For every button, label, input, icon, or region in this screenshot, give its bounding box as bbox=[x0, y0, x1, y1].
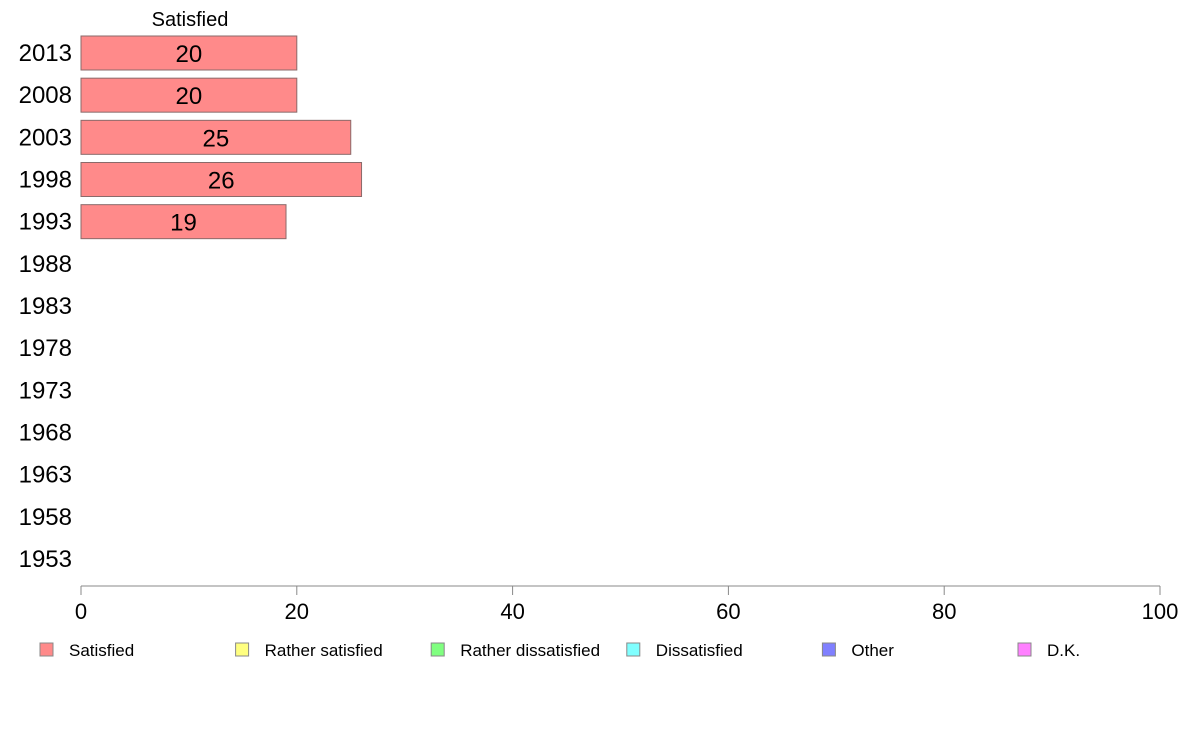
bar bbox=[80, 204, 287, 240]
category-label: 2003 bbox=[19, 124, 72, 151]
bar-value-label: 20 bbox=[176, 41, 203, 68]
legend-label: Rather dissatisfied bbox=[460, 641, 600, 660]
x-tick-label: 60 bbox=[716, 599, 740, 624]
x-tick-label: 100 bbox=[1142, 599, 1179, 624]
category-label: 1993 bbox=[19, 209, 72, 236]
bar bbox=[80, 35, 298, 71]
category-label: 1973 bbox=[19, 377, 72, 404]
category-label: 2008 bbox=[19, 82, 72, 109]
legend-swatch bbox=[821, 642, 836, 657]
bar bbox=[80, 119, 352, 155]
category-label: 1998 bbox=[19, 167, 72, 194]
x-axis: 0 20 40 60 80 100 bbox=[75, 585, 1179, 624]
x-tick-label: 0 bbox=[75, 599, 87, 624]
legend-label: Other bbox=[851, 641, 894, 660]
category-label: 1988 bbox=[19, 251, 72, 278]
bar-value-label: 26 bbox=[208, 168, 235, 195]
legend-swatch bbox=[235, 642, 250, 657]
bar bbox=[80, 162, 363, 197]
category-label: 1963 bbox=[19, 462, 72, 489]
bar bbox=[80, 77, 298, 113]
legend-label: Dissatisfied bbox=[656, 641, 743, 660]
legend-swatch bbox=[1017, 642, 1032, 657]
category-label: 1958 bbox=[19, 504, 72, 531]
category-label: 1953 bbox=[19, 546, 72, 573]
x-tick-label: 20 bbox=[285, 599, 309, 624]
legend: Satisfied Rather satisfied Rather dissatis… bbox=[39, 641, 1080, 660]
category-label: 1978 bbox=[19, 335, 72, 362]
category-label: 1983 bbox=[19, 293, 72, 320]
category-label: 2013 bbox=[19, 40, 72, 67]
bar-value-label: 25 bbox=[203, 125, 230, 152]
legend-label: Satisfied bbox=[69, 641, 134, 660]
bar-value-label: 20 bbox=[176, 83, 203, 110]
category-labels: 2013 2008 2003 1998 1993 1988 1983 1978 1973 1968… bbox=[19, 40, 72, 573]
legend-swatch bbox=[39, 642, 54, 657]
legend-swatch bbox=[430, 642, 445, 657]
legend-swatch bbox=[626, 642, 641, 657]
bar-value-label: 19 bbox=[170, 210, 197, 237]
category-label: 1968 bbox=[19, 420, 72, 447]
x-tick-label: 40 bbox=[500, 599, 524, 624]
series-header: Satisfied bbox=[152, 9, 229, 31]
legend-label: Rather satisfied bbox=[265, 641, 383, 660]
x-tick-label: 80 bbox=[932, 599, 956, 624]
legend-label: D.K. bbox=[1047, 641, 1080, 660]
